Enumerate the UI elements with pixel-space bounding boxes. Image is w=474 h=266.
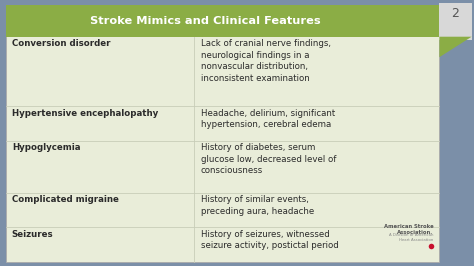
Text: History of seizures, witnessed
seizure activity, postictal period: History of seizures, witnessed seizure a… [201, 230, 338, 251]
Text: Stroke Mimics and Clinical Features: Stroke Mimics and Clinical Features [90, 16, 320, 26]
FancyBboxPatch shape [439, 3, 472, 40]
Text: History of similar events,
preceding aura, headache: History of similar events, preceding aur… [201, 195, 314, 216]
Text: History of diabetes, serum
glucose low, decreased level of
consciousness: History of diabetes, serum glucose low, … [201, 143, 336, 175]
Text: Hypertensive encephalopathy: Hypertensive encephalopathy [12, 109, 158, 118]
Text: American Stroke
Association.: American Stroke Association. [384, 224, 434, 235]
FancyBboxPatch shape [6, 5, 439, 262]
Polygon shape [439, 37, 472, 57]
Text: 2: 2 [452, 7, 459, 20]
Text: Complicated migraine: Complicated migraine [12, 195, 118, 204]
Text: A Division of American
Heart Association: A Division of American Heart Association [389, 234, 434, 242]
Text: Conversion disorder: Conversion disorder [12, 39, 110, 48]
Text: Hypoglycemia: Hypoglycemia [12, 143, 81, 152]
Text: Headache, delirium, significant
hypertension, cerebral edema: Headache, delirium, significant hyperten… [201, 109, 335, 129]
FancyBboxPatch shape [6, 5, 439, 37]
Text: Lack of cranial nerve findings,
neurological findings in a
nonvascular distribut: Lack of cranial nerve findings, neurolog… [201, 39, 330, 83]
Text: Seizures: Seizures [12, 230, 54, 239]
